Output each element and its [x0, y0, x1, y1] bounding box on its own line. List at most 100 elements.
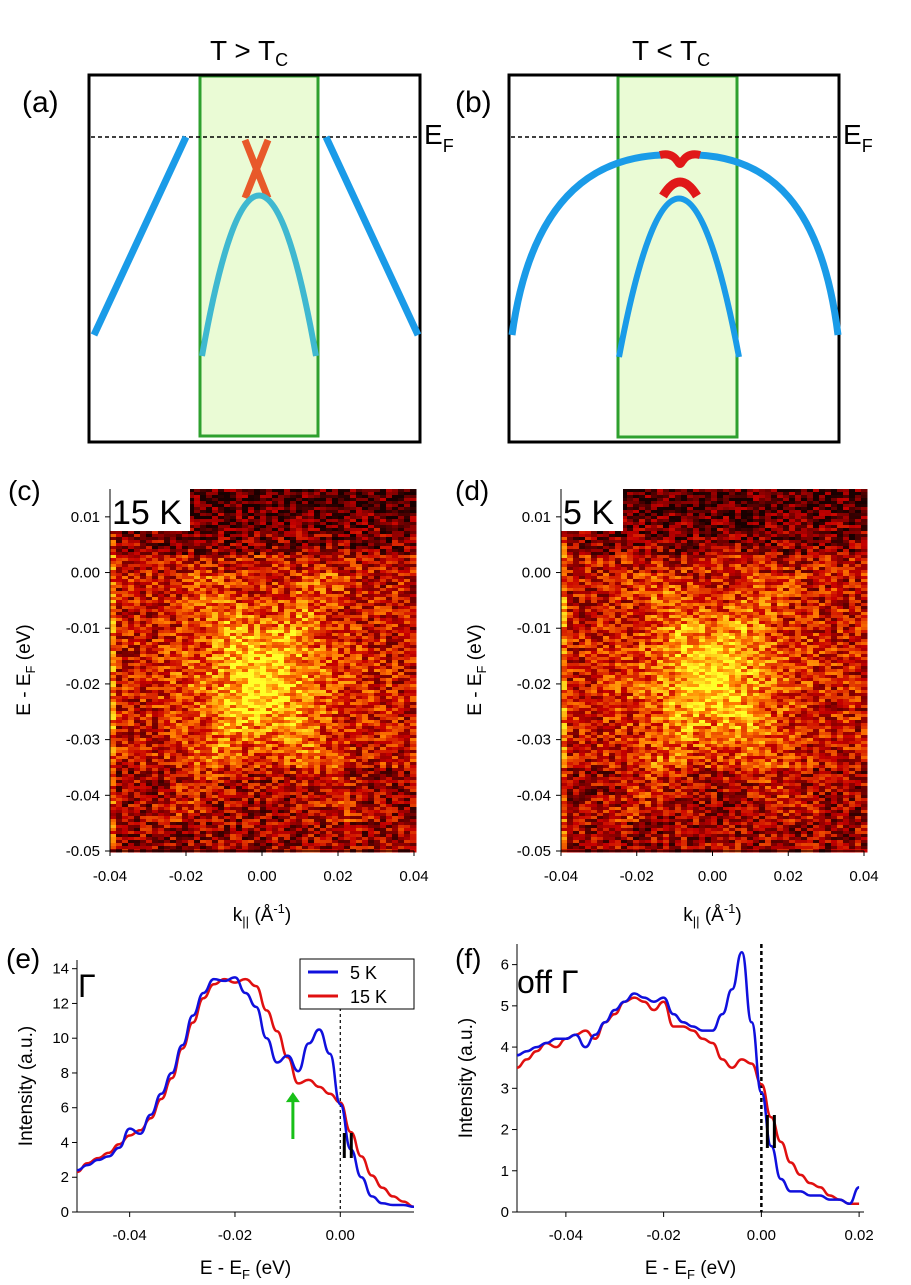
heatmap-cell: [212, 597, 219, 601]
heatmap-cell: [194, 774, 201, 778]
heatmap-cell: [404, 750, 411, 754]
panel-a-hole-band: [199, 192, 319, 357]
heatmap-cell: [410, 546, 417, 550]
heatmap-cell: [374, 558, 381, 562]
heatmap-cell: [170, 747, 177, 751]
heatmap-cell: [122, 645, 129, 649]
heatmap-cell: [218, 621, 225, 625]
heatmap-cell: [248, 564, 255, 568]
heatmap-cell: [218, 636, 225, 640]
heatmap-cell: [140, 729, 147, 733]
heatmap-cell: [140, 603, 147, 607]
heatmap-cell: [152, 537, 159, 541]
heatmap-cell: [194, 546, 201, 550]
heatmap-cell: [254, 603, 261, 607]
heatmap-cell: [368, 564, 375, 568]
heatmap-cell: [386, 708, 393, 712]
heatmap-cell: [296, 540, 303, 544]
heatmap-cell: [284, 747, 291, 751]
heatmap-cell: [362, 579, 369, 583]
heatmap-cell: [338, 615, 345, 619]
heatmap-cell: [410, 738, 417, 742]
heatmap-cell: [356, 759, 363, 763]
heatmap-cell: [392, 534, 399, 538]
heatmap-cell: [236, 705, 243, 709]
heatmap-cell: [302, 675, 309, 679]
heatmap-cell: [146, 759, 153, 763]
heatmap-cell: [386, 687, 393, 691]
heatmap-cell: [122, 663, 129, 667]
heatmap-cell: [206, 639, 213, 643]
heatmap-cell: [266, 540, 273, 544]
heatmap-cell: [332, 759, 339, 763]
heatmap-cell: [272, 726, 279, 730]
heatmap-cell: [230, 753, 237, 757]
heatmap-cell: [350, 591, 357, 595]
heatmap-cell: [320, 765, 327, 769]
heatmap-cell: [242, 651, 249, 655]
heatmap-cell: [272, 654, 279, 658]
heatmap-cell: [314, 711, 321, 715]
heatmap-cell: [368, 519, 375, 523]
heatmap-cell: [206, 552, 213, 556]
heatmap-cell: [212, 558, 219, 562]
heatmap-cell: [260, 498, 267, 502]
heatmap-cell: [296, 609, 303, 613]
heatmap-cell: [242, 753, 249, 757]
heatmap-cell: [410, 621, 417, 625]
heatmap-cell: [314, 660, 321, 664]
heatmap-cell: [308, 549, 315, 553]
heatmap-cell: [380, 642, 387, 646]
heatmap-cell: [266, 513, 273, 517]
heatmap-cell: [224, 768, 231, 772]
heatmap-cell: [410, 717, 417, 721]
heatmap-cell: [242, 714, 249, 718]
heatmap-cell: [248, 549, 255, 553]
heatmap-cell: [320, 585, 327, 589]
heatmap-cell: [146, 702, 153, 706]
heatmap-cell: [392, 624, 399, 628]
heatmap-cell: [224, 669, 231, 673]
heatmap-cell: [260, 567, 267, 571]
heatmap-cell: [278, 600, 285, 604]
heatmap-cell: [164, 549, 171, 553]
heatmap-cell: [188, 600, 195, 604]
heatmap-cell: [140, 555, 147, 559]
heatmap-cell: [314, 534, 321, 538]
heatmap-cell: [380, 633, 387, 637]
heatmap-cell: [290, 624, 297, 628]
heatmap-cell: [182, 771, 189, 775]
heatmap-cell: [206, 720, 213, 724]
heatmap-cell: [296, 753, 303, 757]
heatmap-cell: [230, 744, 237, 748]
heatmap-cell: [374, 702, 381, 706]
heatmap-cell: [188, 543, 195, 547]
heatmap-cell: [290, 771, 297, 775]
heatmap-cell: [284, 516, 291, 520]
heatmap-cell: [314, 642, 321, 646]
heatmap-cell: [164, 657, 171, 661]
heatmap-cell: [152, 555, 159, 559]
heatmap-cell: [230, 627, 237, 631]
heatmap-cell: [158, 744, 165, 748]
heatmap-cell: [362, 645, 369, 649]
heatmap-cell: [194, 678, 201, 682]
heatmap-cell: [290, 765, 297, 769]
heatmap-cell: [344, 705, 351, 709]
heatmap-cell: [254, 774, 261, 778]
heatmap-cell: [254, 567, 261, 571]
heatmap-cell: [110, 546, 117, 550]
heatmap-cell: [212, 657, 219, 661]
heatmap-cell: [128, 564, 135, 568]
heatmap-cell: [188, 774, 195, 778]
heatmap-cell: [272, 498, 279, 502]
heatmap-cell: [248, 720, 255, 724]
heatmap-cell: [140, 615, 147, 619]
heatmap-cell: [344, 675, 351, 679]
heatmap-cell: [314, 705, 321, 709]
heatmap-cell: [224, 534, 231, 538]
heatmap-cell: [158, 594, 165, 598]
heatmap-cell: [146, 543, 153, 547]
heatmap-cell: [146, 771, 153, 775]
